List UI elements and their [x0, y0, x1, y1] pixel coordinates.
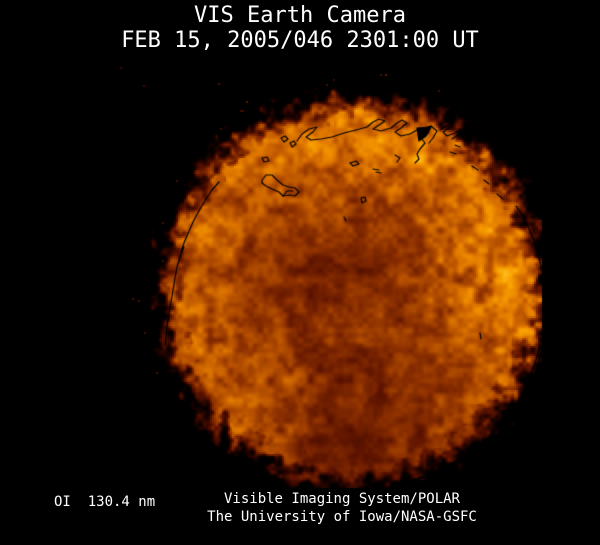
page-title: VIS Earth Camera: [194, 3, 406, 28]
image-credits: Visible Imaging System/POLAR The Univers…: [192, 490, 492, 526]
image-header: VIS Earth Camera FEB 15, 2005/046 2301:0…: [0, 3, 600, 53]
institution-credit: The University of Iowa/NASA-GSFC: [207, 509, 477, 525]
wavelength-label: OI 130.4 nm: [54, 494, 156, 510]
image-timestamp: FEB 15, 2005/046 2301:00 UT: [121, 28, 479, 53]
instrument-credit: Visible Imaging System/POLAR: [223, 491, 460, 507]
